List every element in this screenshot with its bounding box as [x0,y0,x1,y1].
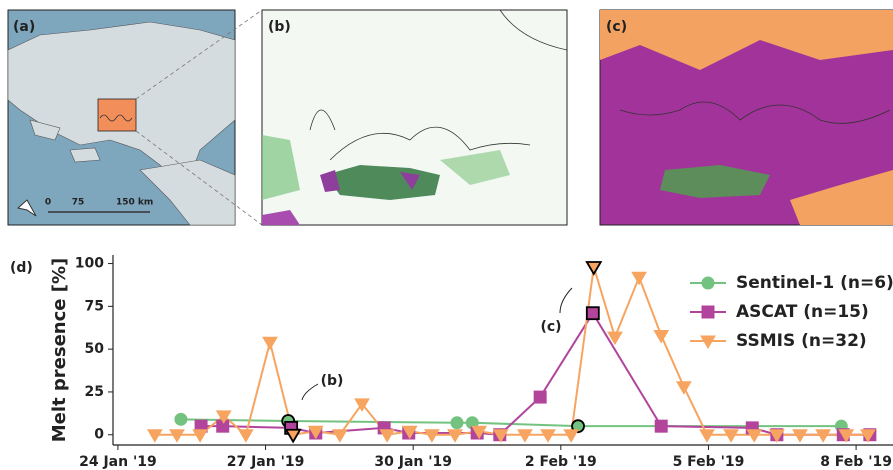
data-point [192,429,208,443]
x-tick-label: 8 Feb '19 [820,454,892,470]
x-tick-label: 30 Jan '19 [374,454,452,470]
data-point [746,429,763,443]
data-point [792,429,808,443]
annotation: (b) [321,373,344,389]
annotation: (c) [540,319,561,335]
data-point [447,429,463,443]
legend-label: Sentinel-1 (n=6) [736,273,893,293]
legend-marker [701,276,715,290]
map-a: (a) 0 75 150 km [7,9,263,226]
data-point [262,336,278,351]
series-line [180,418,842,428]
data-point [424,429,440,443]
map-b: (b) [261,9,568,226]
data-point [540,429,556,443]
data-point [723,429,739,443]
panel-label: (a) [13,19,35,35]
scale-label: 0 [45,198,51,208]
data-point [699,429,715,443]
data-point [585,261,603,276]
data-point [215,410,232,424]
data-point [450,416,464,430]
data-point [860,429,876,443]
panel-label: (b) [268,19,291,35]
data-point [533,390,547,404]
annotation-arrow [301,383,319,401]
data-point [401,425,418,440]
panel-label: (c) [606,19,627,35]
data-point [571,419,585,434]
y-tick-label: 50 [85,341,105,357]
y-axis-label: Melt presence [%] [49,258,70,443]
annotation-arrow [559,287,573,314]
data-point [653,329,670,344]
x-tick-label: 27 Jan '19 [227,454,305,470]
legend-marker [701,305,715,319]
data-point [379,429,395,443]
y-tick-label: 100 [75,256,104,272]
panel-label: (d) [10,260,33,276]
data-point [169,429,185,443]
y-tick-label: 0 [94,427,104,443]
data-point [492,429,509,443]
data-point [146,429,163,443]
data-point [563,429,580,443]
legend-label: ASCAT (n=15) [736,302,869,322]
data-point [675,381,692,395]
map-c: (c) [599,9,893,226]
legend-label: SSMIS (n=32) [736,331,867,351]
data-point [174,412,188,426]
x-tick-label: 2 Feb '19 [525,454,597,470]
data-point [631,271,647,286]
x-tick-label: 5 Feb '19 [673,454,745,470]
y-tick-label: 25 [85,384,104,400]
data-point [517,429,533,443]
data-point [607,331,623,346]
scale-label: 75 [72,198,85,208]
data-point [354,398,370,412]
x-tick-label: 24 Jan '19 [79,454,157,470]
data-point [471,425,488,440]
data-point [585,306,600,321]
legend-marker [700,335,716,349]
data-point [838,429,855,443]
data-point [654,419,668,433]
data-point [284,428,302,444]
data-point [307,425,324,440]
data-point [815,429,831,443]
y-tick-label: 75 [85,298,104,314]
data-point [238,429,254,443]
scale-label: 150 km [116,198,153,208]
data-point [331,429,348,443]
data-point [768,429,785,443]
